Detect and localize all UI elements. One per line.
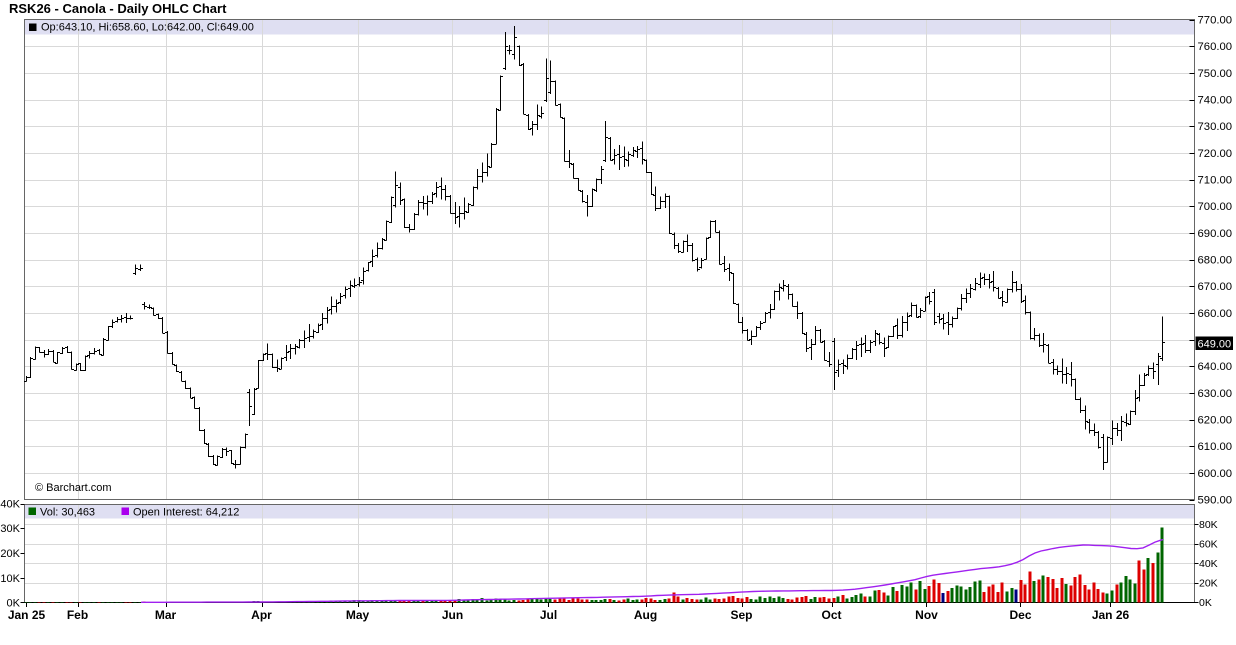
- svg-text:0K: 0K: [7, 598, 21, 610]
- svg-text:Jan 26: Jan 26: [1092, 608, 1130, 622]
- svg-text:680.00: 680.00: [1198, 255, 1233, 267]
- svg-text:40K: 40K: [0, 499, 20, 511]
- svg-text:600.00: 600.00: [1198, 468, 1233, 480]
- svg-text:770.00: 770.00: [1198, 15, 1233, 27]
- svg-text:649.00: 649.00: [1198, 339, 1232, 351]
- svg-text:590.00: 590.00: [1198, 495, 1233, 507]
- svg-text:670.00: 670.00: [1198, 281, 1233, 293]
- svg-text:690.00: 690.00: [1198, 228, 1233, 240]
- svg-text:630.00: 630.00: [1198, 388, 1233, 400]
- svg-text:620.00: 620.00: [1198, 415, 1233, 427]
- svg-text:Apr: Apr: [251, 608, 272, 622]
- svg-text:700.00: 700.00: [1198, 201, 1233, 213]
- svg-text:30K: 30K: [0, 523, 20, 535]
- svg-text:Op:643.10, Hi:658.60, Lo:642.0: Op:643.10, Hi:658.60, Lo:642.00, Cl:649.…: [41, 22, 254, 34]
- svg-text:Jan 25: Jan 25: [8, 608, 46, 622]
- svg-text:Dec: Dec: [1009, 608, 1031, 622]
- svg-text:20K: 20K: [1199, 578, 1218, 590]
- svg-text:Feb: Feb: [67, 608, 88, 622]
- svg-text:Mar: Mar: [155, 608, 177, 622]
- svg-text:20K: 20K: [0, 548, 20, 560]
- svg-text:760.00: 760.00: [1198, 41, 1233, 53]
- svg-text:40K: 40K: [1199, 558, 1218, 570]
- svg-text:730.00: 730.00: [1198, 121, 1233, 133]
- svg-text:Open Interest: 64,212: Open Interest: 64,212: [133, 507, 239, 519]
- svg-text:720.00: 720.00: [1198, 148, 1233, 160]
- svg-text:© Barchart.com: © Barchart.com: [35, 482, 112, 494]
- svg-text:610.00: 610.00: [1198, 441, 1233, 453]
- svg-text:60K: 60K: [1199, 538, 1218, 550]
- svg-text:May: May: [346, 608, 370, 622]
- svg-text:Jul: Jul: [540, 608, 557, 622]
- svg-text:710.00: 710.00: [1198, 175, 1233, 187]
- svg-text:0K: 0K: [1199, 597, 1212, 609]
- svg-text:Jun: Jun: [442, 608, 463, 622]
- svg-text:Aug: Aug: [634, 608, 657, 622]
- svg-text:660.00: 660.00: [1198, 308, 1233, 320]
- svg-text:Nov: Nov: [915, 608, 938, 622]
- svg-text:Vol: 30,463: Vol: 30,463: [40, 507, 95, 519]
- svg-text:750.00: 750.00: [1198, 68, 1233, 80]
- svg-text:640.00: 640.00: [1198, 361, 1233, 373]
- svg-text:Sep: Sep: [730, 608, 752, 622]
- svg-text:740.00: 740.00: [1198, 95, 1233, 107]
- svg-text:10K: 10K: [0, 573, 20, 585]
- svg-text:Oct: Oct: [821, 608, 841, 622]
- svg-text:80K: 80K: [1199, 519, 1218, 531]
